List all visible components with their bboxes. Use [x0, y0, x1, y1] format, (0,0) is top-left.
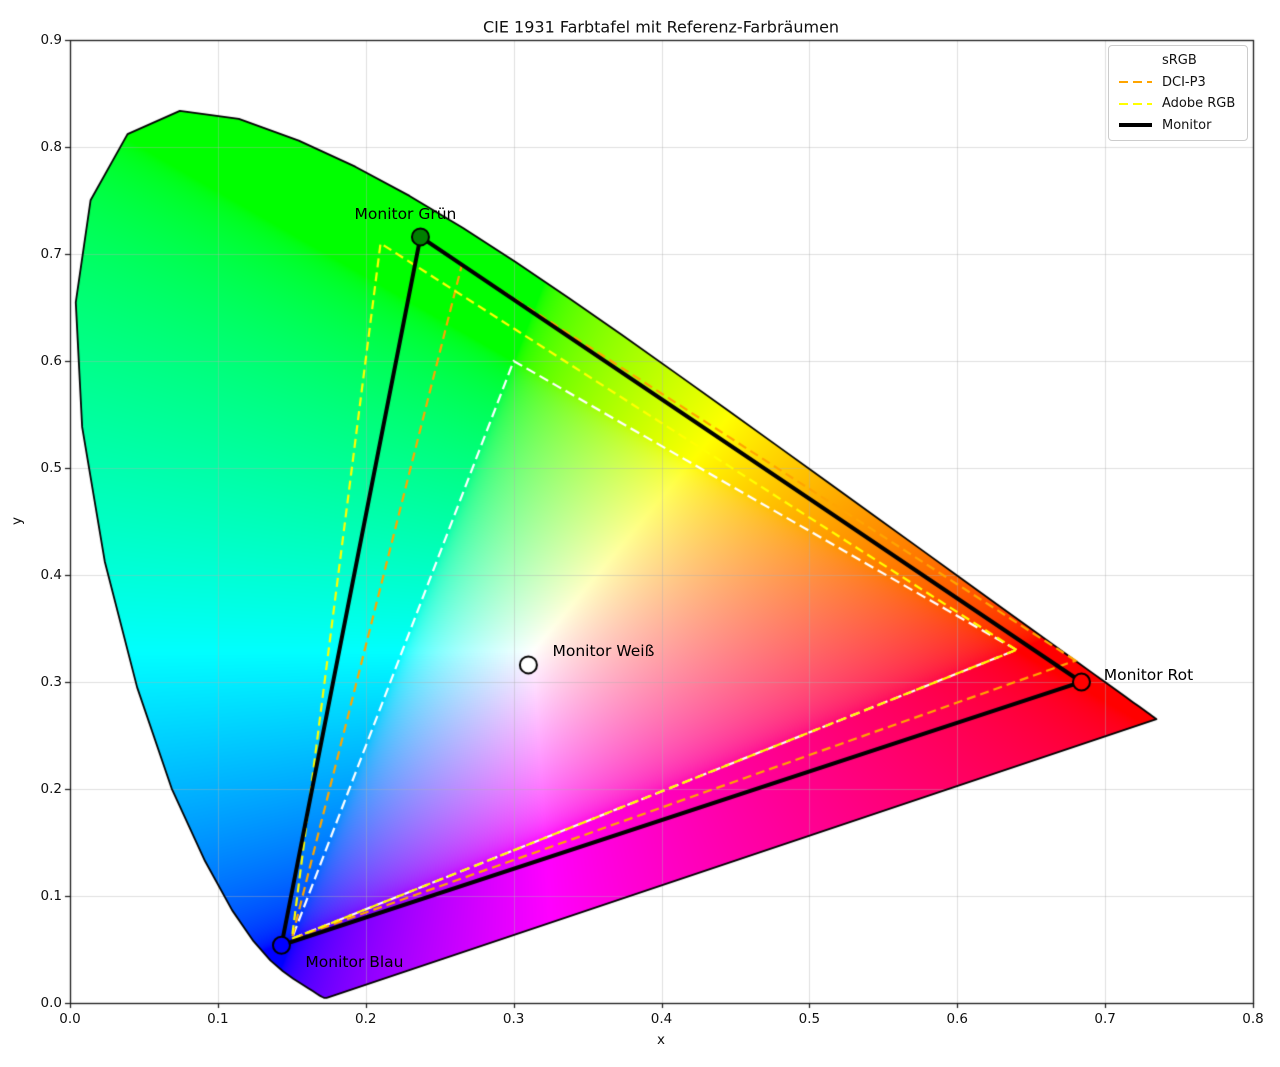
y-tick-label: 0.5 — [40, 460, 62, 476]
y-tick-label: 0.7 — [40, 246, 62, 262]
annotation-monitor-gruen: Monitor Grün — [354, 204, 457, 223]
x-tick-label: 0.8 — [1242, 1011, 1264, 1027]
x-tick-label: 0.7 — [1094, 1011, 1116, 1027]
x-axis-label: x — [657, 1032, 665, 1048]
x-tick-label: 0.1 — [207, 1011, 229, 1027]
x-tick-label: 0.2 — [355, 1011, 377, 1027]
legend-swatch-adobe-rgb — [1119, 102, 1152, 106]
annotation-monitor-weiss: Monitor Weiß — [552, 641, 655, 660]
y-tick-label: 0.3 — [40, 674, 62, 690]
y-tick-label: 0.2 — [40, 781, 62, 797]
y-tick-label: 0.8 — [40, 139, 62, 155]
legend-item-srgb: sRGB — [1119, 51, 1237, 71]
y-tick-label: 0.6 — [40, 353, 62, 369]
legend-label-srgb: sRGB — [1162, 53, 1197, 69]
legend-swatch-srgb — [1119, 59, 1152, 62]
legend-swatch-dci-p3 — [1119, 80, 1152, 84]
legend-label-monitor: Monitor — [1162, 117, 1212, 133]
x-tick-label: 0.3 — [502, 1011, 525, 1027]
legend-item-adobe-rgb: Adobe RGB — [1119, 94, 1237, 114]
annotation-monitor-rot: Monitor Rot — [1103, 666, 1194, 684]
legend-swatch-monitor — [1119, 123, 1152, 128]
chart-title: CIE 1931 Farbtafel mit Referenz-Farbräum… — [482, 17, 840, 37]
y-tick-label: 0.0 — [40, 995, 62, 1011]
legend-item-monitor: Monitor — [1119, 115, 1237, 135]
y-tick-label: 0.1 — [40, 888, 62, 904]
legend-label-dci-p3: DCI-P3 — [1162, 74, 1206, 90]
y-axis-label: y — [9, 517, 25, 525]
legend-item-dci-p3: DCI-P3 — [1119, 72, 1237, 92]
x-tick-label: 0.0 — [59, 1011, 81, 1027]
x-tick-label: 0.5 — [798, 1011, 821, 1027]
legend: sRGB DCI-P3 Adobe RGB Monitor — [1108, 45, 1248, 141]
y-tick-label: 0.4 — [40, 567, 62, 583]
legend-label-adobe-rgb: Adobe RGB — [1162, 96, 1236, 112]
x-tick-label: 0.6 — [946, 1011, 968, 1027]
y-tick-label: 0.9 — [40, 32, 62, 48]
annotation-monitor-blau: Monitor Blau — [305, 953, 404, 972]
x-tick-label: 0.4 — [650, 1011, 673, 1027]
